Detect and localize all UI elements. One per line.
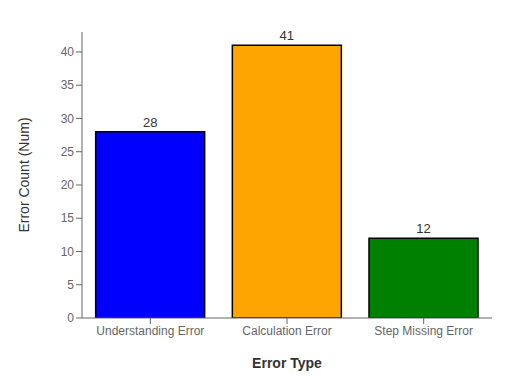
svg-text:10: 10	[61, 245, 75, 259]
svg-text:15: 15	[61, 211, 75, 225]
svg-text:Calculation Error: Calculation Error	[242, 324, 331, 338]
svg-text:Error Count (Num): Error Count (Num)	[16, 117, 32, 232]
svg-text:20: 20	[61, 178, 75, 192]
svg-text:5: 5	[67, 278, 74, 292]
svg-text:40: 40	[61, 45, 75, 59]
svg-text:12: 12	[416, 221, 430, 236]
svg-text:30: 30	[61, 112, 75, 126]
svg-text:41: 41	[280, 28, 294, 43]
svg-text:Step Missing Error: Step Missing Error	[374, 324, 473, 338]
svg-text:28: 28	[143, 115, 157, 130]
svg-text:35: 35	[61, 78, 75, 92]
svg-text:0: 0	[67, 311, 74, 325]
svg-text:Error Type: Error Type	[252, 355, 322, 371]
svg-text:Understanding Error: Understanding Error	[96, 324, 204, 338]
svg-text:25: 25	[61, 145, 75, 159]
